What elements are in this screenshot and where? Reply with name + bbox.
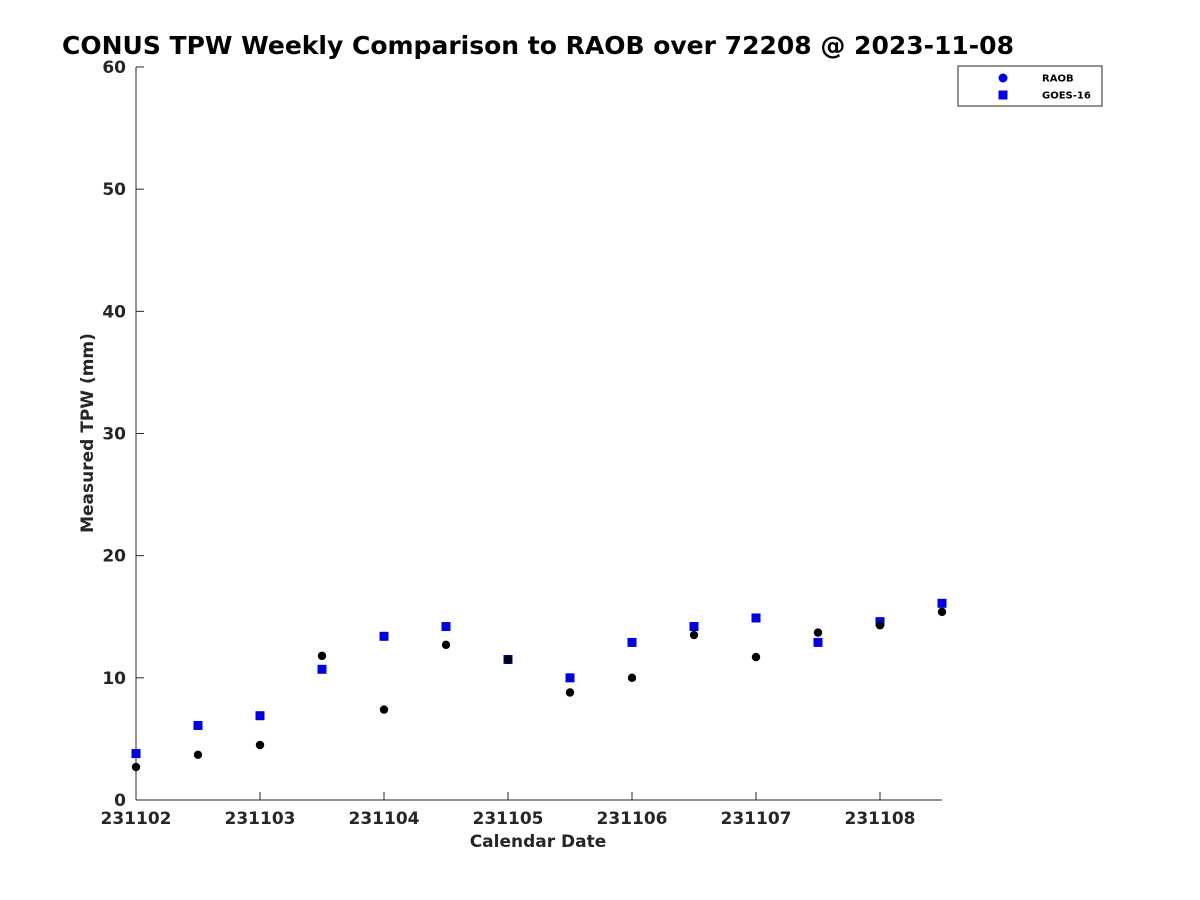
raob-point	[937, 607, 947, 617]
goes-16-point	[565, 673, 575, 683]
x-tick-label: 231103	[225, 809, 296, 829]
x-tick-label: 231102	[101, 809, 172, 829]
chart-title: CONUS TPW Weekly Comparison to RAOB over…	[62, 31, 1014, 60]
legend: RAOB GOES-16	[957, 65, 1103, 107]
x-tick-label: 231104	[349, 809, 420, 829]
y-tick-label: 0	[114, 791, 126, 811]
raob-point	[689, 630, 699, 640]
goes-16-point	[317, 664, 327, 674]
raob-point	[131, 762, 141, 772]
legend-marker-goes-16	[998, 90, 1008, 100]
y-tick-label: 60	[102, 58, 126, 78]
y-tick-label: 40	[102, 302, 126, 322]
raob-point	[441, 640, 451, 650]
raob-point	[379, 705, 389, 714]
legend-label: GOES-16	[1042, 91, 1091, 102]
raob-point	[813, 628, 823, 637]
goes-16-point	[131, 749, 141, 759]
y-tick-label: 20	[102, 547, 126, 567]
y-tick-label: 30	[102, 425, 126, 445]
goes-16-point	[751, 613, 761, 623]
x-axis-ticks: 231102 231103 231104 231105 231106 231107 2311…	[101, 792, 916, 829]
goes-16-point	[379, 631, 389, 641]
y-tick-label: 10	[102, 669, 126, 689]
goes-16-point	[937, 598, 947, 608]
goes-16-point	[441, 622, 451, 632]
raob-point	[875, 621, 885, 630]
legend-box	[957, 65, 1103, 107]
y-tick-label: 50	[102, 180, 126, 200]
goes-16-point	[193, 720, 203, 730]
raob-point	[317, 651, 327, 661]
x-tick-label: 231105	[473, 809, 544, 829]
y-axis-ticks: 0 10 20 30 40 50 60	[102, 58, 144, 811]
raob-point	[193, 750, 203, 759]
x-tick-label: 231106	[597, 809, 668, 829]
legend-marker-raob	[998, 73, 1008, 83]
x-axis-label: Calendar Date	[470, 832, 607, 852]
goes-16-point	[689, 622, 699, 632]
raob-point	[627, 673, 637, 683]
x-tick-label: 231107	[721, 809, 792, 829]
x-tick-label: 231108	[845, 809, 916, 829]
goes-16-point	[627, 637, 637, 647]
raob-point	[255, 740, 265, 750]
raob-point	[751, 652, 761, 662]
y-axis-label: Measured TPW (mm)	[78, 333, 98, 533]
goes-16-point	[813, 637, 823, 647]
goes-16-point	[255, 711, 265, 721]
data-markers	[131, 598, 947, 772]
raob-point	[503, 655, 513, 664]
raob-point	[565, 688, 575, 697]
legend-label: RAOB	[1042, 74, 1074, 85]
